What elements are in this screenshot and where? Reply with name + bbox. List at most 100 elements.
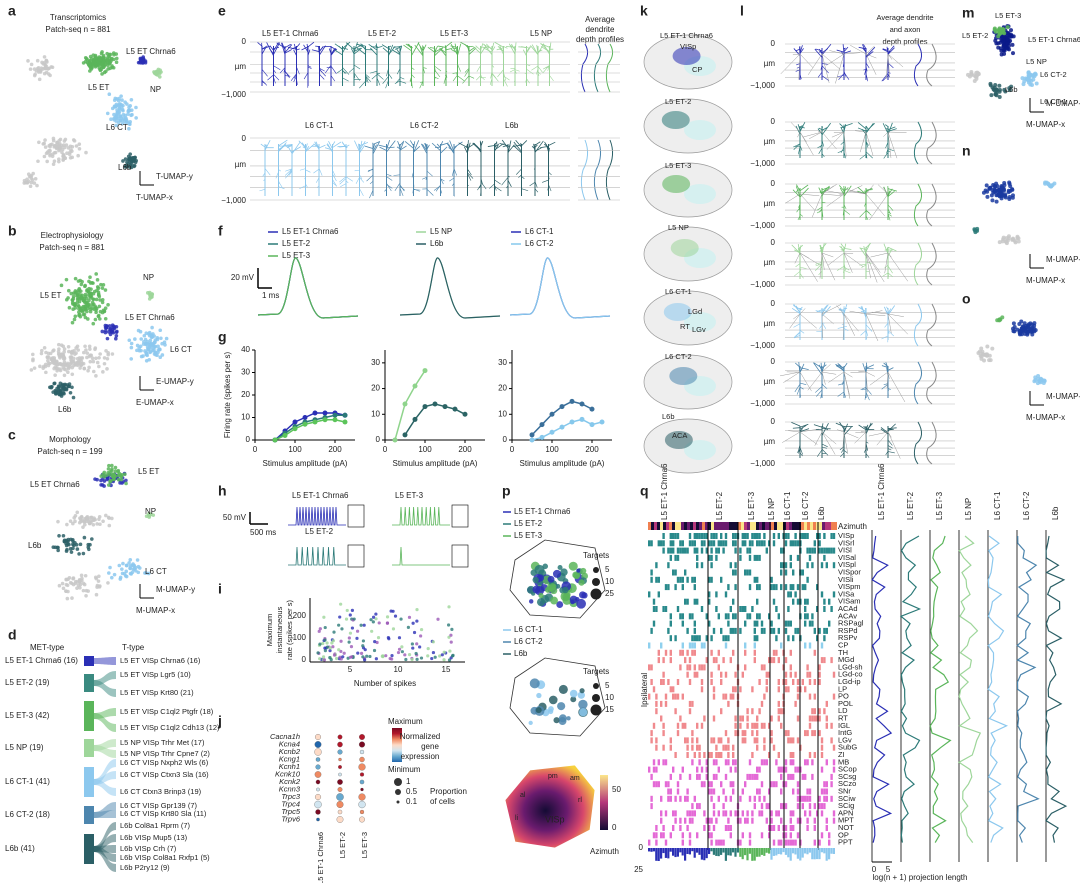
heatmap-cell (802, 796, 804, 802)
umap-point (58, 584, 62, 588)
heatmap-cell (739, 723, 741, 729)
label: Morphology (49, 435, 91, 444)
heatmap-cell (821, 745, 823, 751)
heatmap-cell (785, 730, 787, 736)
bar-cell (785, 848, 787, 855)
heatmap-cell (823, 796, 825, 802)
x-tick-label: 100 (545, 445, 559, 454)
heatmap-cell (778, 810, 780, 816)
heatmap-cell (823, 606, 825, 612)
azimuth-cell (789, 522, 792, 530)
axon (854, 432, 866, 443)
bar-cell (658, 848, 660, 861)
scatter-point (415, 658, 418, 661)
heatmap-cell (809, 796, 811, 802)
heatmap-cell (830, 781, 832, 787)
heatmap-cell (792, 774, 794, 780)
heatmap-cell (794, 540, 796, 546)
heatmap-cell (780, 562, 782, 568)
data-point (540, 422, 545, 427)
umap-point (79, 289, 83, 293)
neuron (410, 140, 413, 145)
umap-point (1023, 321, 1027, 325)
neuron (325, 65, 331, 73)
umap-point (994, 93, 998, 97)
heatmap-cell (830, 548, 832, 554)
azimuth-cell (804, 522, 807, 530)
x-tick-label: 200 (328, 445, 342, 454)
bar-cell (787, 848, 789, 857)
heatmap-cell (732, 686, 734, 692)
azimuth-cell (786, 522, 789, 530)
heatmap-cell (761, 621, 763, 627)
heatmap-cell (670, 533, 672, 539)
heatmap-cell (715, 745, 717, 751)
heatmap-cell (730, 810, 732, 816)
scatter-point (337, 648, 340, 651)
heatmap-cell (828, 832, 830, 838)
label: VISp (680, 42, 696, 51)
neuron (299, 141, 306, 148)
scatter-point (326, 645, 329, 648)
heatmap-cell (713, 737, 715, 743)
y-tick-label: 100 (293, 633, 307, 642)
umap-point (64, 589, 68, 593)
heatmap-cell (679, 716, 681, 722)
heatmap-cell (720, 533, 722, 539)
expression-dot (315, 809, 320, 814)
heatmap-cell (696, 672, 698, 678)
heatmap-cell (679, 613, 681, 619)
heatmap-cell (653, 599, 655, 605)
neuron (530, 182, 535, 186)
neuron (882, 73, 888, 81)
heatmap-cell (648, 540, 650, 546)
umap-point (1005, 236, 1009, 240)
umap-point (136, 558, 140, 562)
y-tick-label: 0 (302, 655, 307, 664)
heatmap-cell (756, 789, 758, 795)
umap-point (123, 472, 127, 476)
heatmap-cell (727, 752, 729, 758)
heatmap-cell (794, 840, 796, 846)
heatmap-cell (794, 672, 796, 678)
bar-cell (694, 848, 696, 858)
y-tick-label: 10 (498, 409, 507, 418)
label: 0 (771, 299, 776, 308)
heatmap-cell (725, 540, 727, 546)
heatmap-cell (761, 803, 763, 809)
neuron (793, 324, 800, 328)
heatmap-cell (730, 767, 732, 773)
heatmap-cell (689, 643, 691, 649)
heatmap-cell (701, 643, 703, 649)
azimuth-cell (699, 522, 702, 530)
neuron (469, 76, 474, 78)
heatmap-cell (650, 730, 652, 736)
heatmap-cell (742, 540, 744, 546)
heatmap-cell (672, 767, 674, 773)
neuron (335, 44, 343, 49)
heatmap-cell (655, 577, 657, 583)
bar-cell (833, 848, 835, 854)
heatmap-cell (662, 745, 664, 751)
heatmap-cell (703, 643, 705, 649)
heatmap-cell (703, 752, 705, 758)
neuron (377, 74, 383, 80)
heatmap-cell (754, 657, 756, 663)
neuron (822, 444, 828, 447)
heatmap-cell (689, 818, 691, 824)
heatmap-cell (804, 730, 806, 736)
heatmap-cell (797, 599, 799, 605)
heatmap-cell (833, 818, 835, 824)
target-dot (566, 716, 570, 720)
umap-point (103, 362, 107, 366)
heatmap-cell (713, 628, 715, 634)
neuron (840, 453, 844, 457)
heatmap-cell (725, 613, 727, 619)
heatmap-cell (727, 635, 729, 641)
heatmap-cell (665, 694, 667, 700)
neuron (313, 169, 319, 173)
umap-point (62, 586, 66, 590)
heatmap-cell (703, 810, 705, 816)
axon (822, 194, 842, 196)
scatter-point (386, 615, 389, 618)
